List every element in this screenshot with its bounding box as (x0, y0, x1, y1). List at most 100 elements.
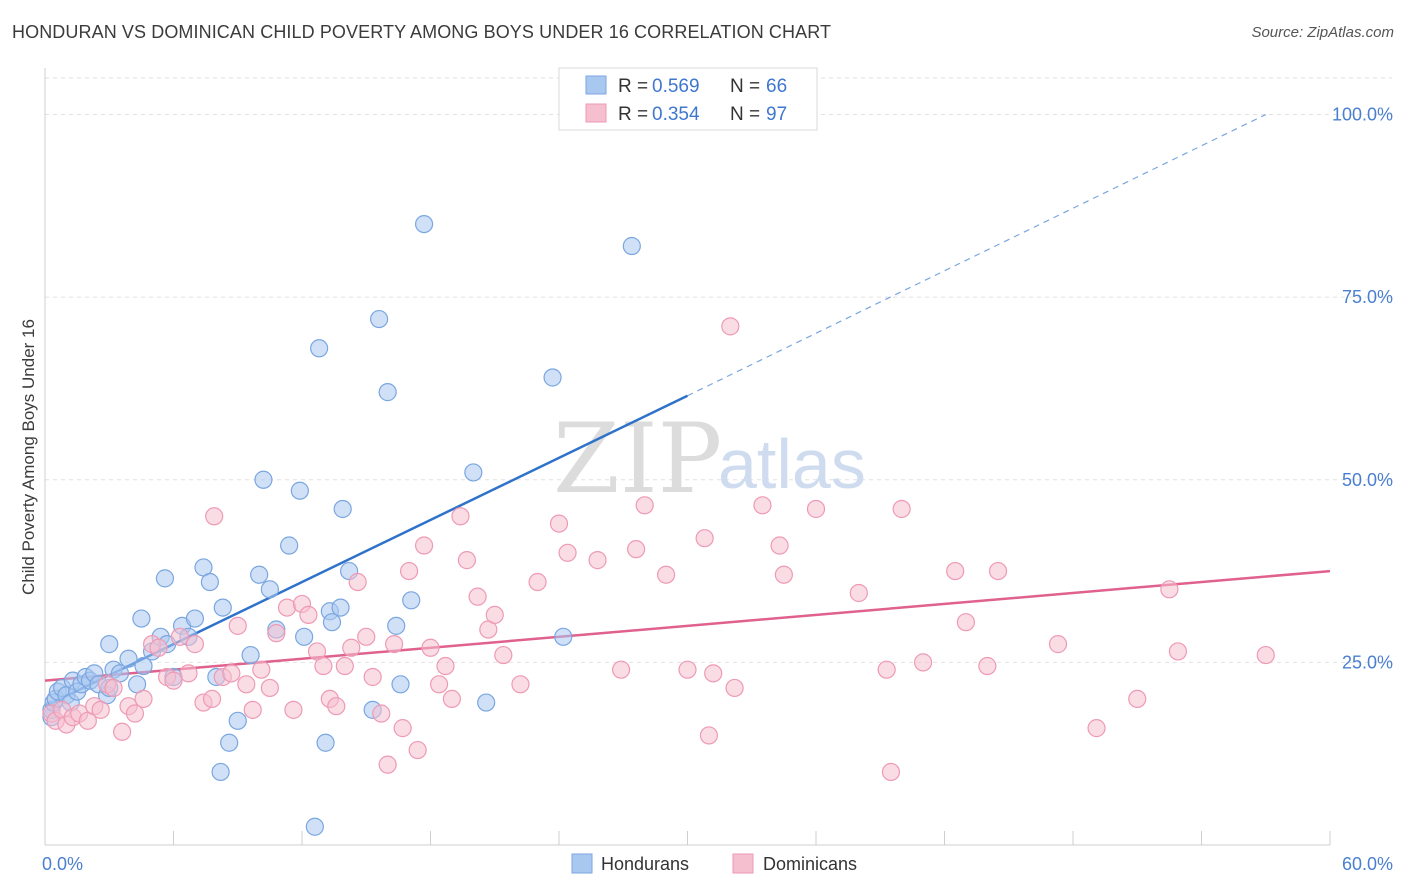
source-label: Source: ZipAtlas.com (1251, 24, 1394, 41)
honduran-point (132, 609, 151, 628)
honduran-point (322, 613, 342, 632)
dominican-point (913, 653, 933, 672)
dominican-point (104, 678, 123, 698)
y-axis-label: Child Poverty Among Boys Under 16 (19, 319, 38, 595)
honduran-point (310, 339, 329, 358)
series-legend-swatch-hondurans (571, 853, 593, 874)
dominican-point (436, 656, 455, 676)
dominican-point (372, 704, 391, 723)
y-tick-label: 75.0% (1342, 287, 1393, 307)
dominican-point (299, 605, 318, 625)
dominican-point (1087, 719, 1106, 738)
watermark-zip: ZIP (553, 403, 722, 515)
honduran-point (414, 214, 434, 234)
honduran-point (100, 635, 119, 654)
dominican-point (277, 598, 297, 617)
dominican-point (357, 627, 376, 646)
honduran-point (333, 499, 352, 519)
dominican-point (704, 664, 723, 683)
dominican-point (946, 561, 965, 581)
dominican-point (1048, 635, 1068, 654)
y-tick-label: 25.0% (1342, 652, 1393, 672)
legend-r-value-1: 0.569 (652, 76, 700, 97)
dominican-point (1128, 689, 1147, 709)
gridlines (45, 77, 1392, 663)
dominican-point (164, 671, 183, 690)
honduran-point (213, 598, 232, 617)
dominican-point (468, 587, 487, 606)
honduran-point (200, 572, 220, 592)
honduran-point (543, 368, 562, 387)
dominican-point (134, 689, 153, 709)
dominican-point (260, 678, 279, 698)
honduran-point (387, 616, 406, 635)
honduran-point (464, 463, 483, 482)
dominican-point (725, 678, 744, 698)
legend-swatch-hondurans (585, 75, 607, 95)
honduran-point (391, 675, 410, 694)
dominican-point (881, 762, 901, 782)
dominican-point (149, 638, 168, 657)
honduran-point (220, 733, 239, 752)
dominican-point (656, 565, 676, 584)
honduran-point (280, 536, 299, 555)
legend-r-label-1: R = (618, 76, 648, 97)
legend-n-value-2: 97 (766, 104, 787, 125)
dominican-point (252, 660, 271, 679)
dominican-point (457, 551, 477, 570)
dominican-points (42, 317, 1275, 782)
dominican-point (978, 656, 997, 676)
x-tick-label: 60.0% (1342, 854, 1393, 874)
honduran-point (477, 693, 496, 712)
dominican-point (363, 667, 382, 687)
dominican-point (284, 700, 303, 719)
dominican-point (1160, 580, 1179, 599)
dominican-point (451, 507, 470, 526)
honduran-point (250, 565, 269, 584)
legend-n-label-2: N = (730, 104, 760, 125)
dominican-point (170, 627, 190, 646)
dominican-point (612, 660, 631, 679)
honduran-point (316, 733, 335, 752)
honduran-point (228, 711, 247, 730)
dominican-point (393, 719, 412, 738)
honduran-point (290, 481, 309, 500)
dominican-point (335, 656, 354, 676)
dominican-point (695, 529, 714, 548)
dominican-point (806, 499, 826, 519)
dominican-point (342, 638, 361, 657)
legend-n-label-1: N = (730, 76, 760, 97)
dominican-point (753, 496, 772, 515)
dominican-point (528, 572, 547, 592)
dominican-point (892, 499, 911, 519)
tick-labels: 25.0% 50.0% 75.0% 100.0% 0.0% 60.0% (42, 105, 1393, 874)
dominican-point (205, 507, 224, 526)
dominican-point (1256, 645, 1275, 665)
series-legend-dominicans: Dominicans (763, 854, 857, 874)
dominican-point (721, 317, 740, 336)
dominican-point (399, 561, 419, 581)
honduran-point (260, 580, 279, 599)
dominican-point (494, 645, 513, 665)
dominican-point (228, 616, 247, 635)
dominican-point (185, 635, 205, 654)
dominican-point (549, 514, 569, 533)
honduran-point (155, 569, 175, 588)
honduran-point (622, 236, 641, 256)
dominican-point (770, 536, 789, 555)
dominican-point (588, 551, 607, 570)
honduran-point (211, 762, 230, 782)
dominican-point (988, 561, 1008, 581)
dominican-point (267, 624, 286, 643)
honduran-point (370, 309, 389, 329)
honduran-point (402, 591, 421, 610)
series-legend-swatch-dominicans (732, 853, 754, 874)
dominican-point (237, 675, 256, 694)
dominican-point (348, 572, 367, 592)
honduran-point (134, 656, 153, 676)
honduran-point (241, 645, 260, 665)
dominican-point (1168, 642, 1188, 661)
watermark-atlas: atlas (718, 425, 866, 503)
dominican-point (626, 540, 646, 559)
dominican-point (243, 700, 262, 719)
